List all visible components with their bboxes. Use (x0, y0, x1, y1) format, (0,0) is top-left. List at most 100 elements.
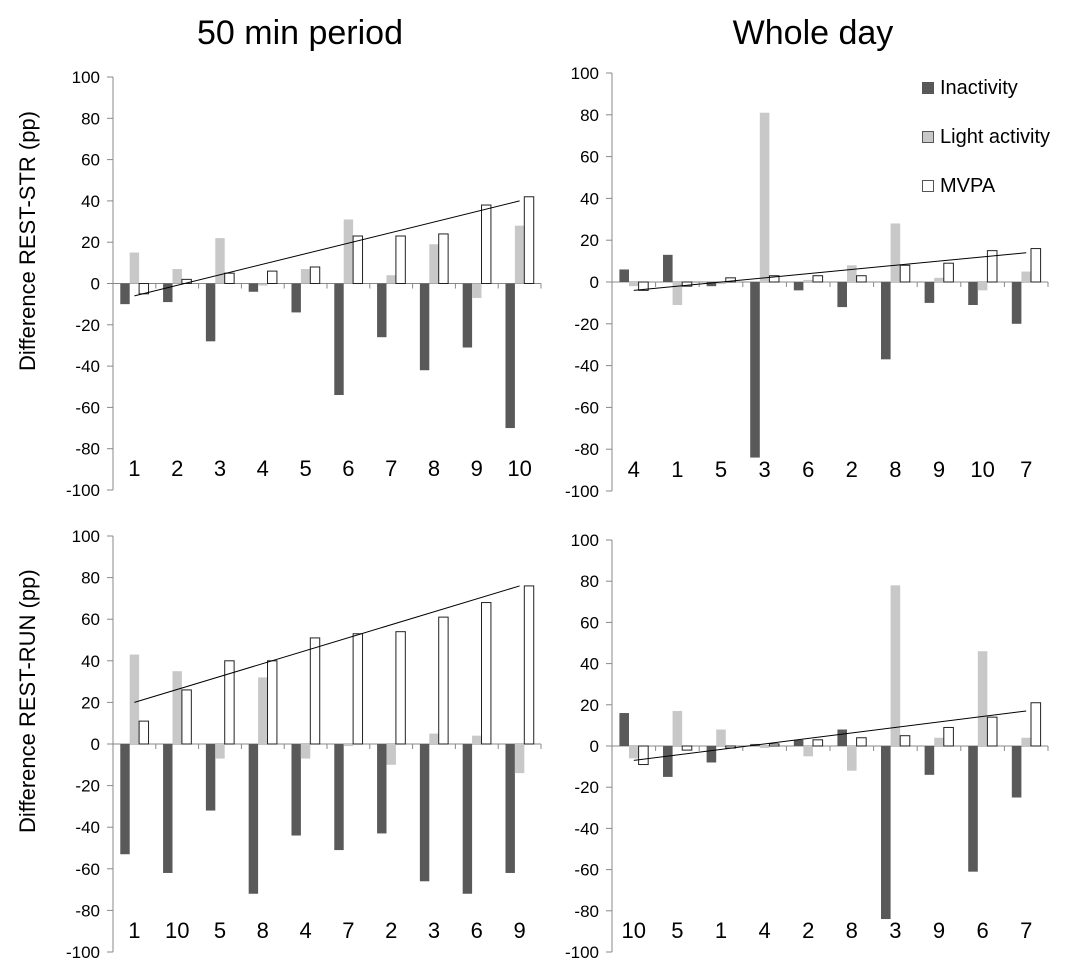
top-left-bar-inactivity (419, 283, 430, 371)
top-right-y-tick-label: -80 (574, 440, 599, 459)
bottom-left-bar-inactivity (334, 744, 344, 851)
bottom-right-category-label: 6 (976, 918, 988, 943)
bottom-left-bar-inactivity (291, 744, 301, 836)
bottom-right-y-tick-label: 60 (580, 613, 599, 632)
bottom-left-category-label: 5 (214, 918, 226, 943)
top-right-bar-light-activity (847, 265, 857, 282)
top-left-bar-mvpa (523, 196, 535, 285)
top-right-bar-mvpa (899, 264, 911, 283)
bottom-right-bar-inactivity (663, 746, 673, 777)
bottom-left-bar-mvpa (523, 585, 535, 745)
bottom-left-y-tick-label: -60 (75, 860, 100, 879)
bottom-left-bar-inactivity (505, 744, 515, 873)
legend-label-mvpa: MVPA (940, 174, 996, 197)
bottom-left-y-tick-label: 40 (81, 652, 100, 671)
top-right-bar-mvpa (681, 281, 693, 287)
top-left-category-label: 7 (385, 456, 397, 481)
legend-item-inactivity: Inactivity (922, 76, 1050, 100)
top-right-category-label: 4 (628, 457, 640, 482)
top-right-category-label: 5 (715, 457, 727, 482)
top-left-bar-light-activity (258, 283, 268, 286)
top-left-y-tick-label: 80 (81, 109, 100, 128)
bottom-left-trendline (134, 585, 520, 703)
top-right-y-tick-label: -100 (565, 482, 599, 501)
top-right-category-label: 1 (671, 457, 683, 482)
top-right-bar-inactivity (837, 282, 847, 308)
bottom-right-bar-light-activity (934, 737, 944, 746)
top-right-bar-inactivity (793, 282, 804, 291)
top-right-y-tick-label: 100 (571, 64, 599, 83)
bottom-right-bar-inactivity (619, 713, 629, 746)
bottom-left-bar-mvpa (138, 720, 150, 745)
top-left-bar-light-activity (343, 219, 354, 284)
top-right-category-label: 9 (933, 457, 945, 482)
top-left-bar-inactivity (377, 283, 387, 338)
bottom-right-trendline (633, 710, 1027, 761)
bottom-right-bar-light-activity (629, 746, 639, 759)
bottom-right-bar-inactivity (706, 746, 717, 763)
column-title-whole-day: Whole day (732, 14, 894, 52)
top-left-category-label: 5 (299, 456, 311, 481)
legend-swatch-mvpa (922, 180, 934, 192)
bottom-left-bar-mvpa (224, 660, 235, 745)
bottom-right-bar-light-activity (977, 651, 988, 746)
top-left-bar-light-activity (514, 225, 525, 284)
bottom-right-y-tick-label: 20 (580, 696, 599, 715)
top-left-y-tick-label: 0 (91, 275, 100, 294)
bottom-left-bar-inactivity (462, 744, 473, 894)
top-left-bar-mvpa (481, 204, 492, 284)
top-right-bar-mvpa (1030, 248, 1042, 283)
bottom-right-bar-mvpa (986, 716, 998, 747)
bottom-left-category-label: 6 (471, 918, 483, 943)
top-right-y-tick-label: 60 (580, 148, 599, 167)
top-right-y-tick-label: -20 (574, 315, 599, 334)
legend-label-light-activity: Light activity (940, 125, 1051, 148)
bottom-right-category-label: 2 (802, 918, 814, 943)
bottom-left-y-tick-label: -20 (75, 777, 100, 796)
bottom-left-bar-mvpa (267, 660, 278, 745)
top-right-bar-light-activity (629, 282, 639, 287)
top-left-y-tick-label: 40 (81, 192, 100, 211)
bottom-right-category-label: 8 (846, 918, 858, 943)
top-left-bar-light-activity (215, 238, 225, 284)
top-left-bar-inactivity (163, 283, 173, 303)
bottom-right-bar-light-activity (672, 710, 683, 746)
top-left-bar-inactivity (505, 283, 515, 429)
top-left-bar-mvpa (352, 235, 364, 284)
top-left-bar-inactivity (120, 283, 130, 305)
bottom-right-category-label: 9 (933, 918, 945, 943)
top-right-bar-light-activity (803, 279, 813, 282)
bottom-right-category-label: 1 (715, 918, 727, 943)
bottom-left-bar-mvpa (438, 616, 449, 745)
top-right-category-label: 3 (758, 457, 770, 482)
top-left-bar-light-activity (386, 275, 396, 284)
bottom-right-y-tick-label: -100 (565, 943, 599, 962)
bottom-left-category-label: 10 (165, 918, 189, 943)
top-right-trendline (633, 252, 1027, 291)
legend-label-inactivity: Inactivity (940, 76, 1018, 99)
bottom-right-bar-inactivity (881, 746, 891, 920)
top-right-bar-light-activity (716, 282, 726, 285)
top-left-bar-light-activity (472, 283, 482, 298)
bottom-left-category-label: 9 (513, 918, 525, 943)
bottom-left-bar-light-activity (472, 735, 482, 744)
bottom-right-bar-inactivity (924, 746, 935, 775)
top-left-category-label: 1 (128, 456, 140, 481)
bottom-left-y-tick-label: 100 (72, 527, 100, 546)
bottom-right-y-tick-label: -20 (574, 778, 599, 797)
bottom-left-bar-light-activity (429, 733, 439, 744)
top-right-bar-inactivity (750, 282, 760, 458)
bottom-right-bar-light-activity (1021, 737, 1031, 746)
top-right-y-tick-label: 20 (580, 231, 599, 250)
top-left-y-tick-label: -60 (75, 398, 100, 417)
top-right-bar-mvpa (812, 275, 824, 283)
bottom-left-y-tick-label: 60 (81, 610, 100, 629)
top-right-category-label: 2 (846, 457, 858, 482)
top-left-category-label: 6 (342, 456, 354, 481)
bottom-right-bar-mvpa (812, 739, 824, 747)
bottom-left-bar-inactivity (377, 744, 387, 834)
bottom-right-bar-mvpa (1030, 702, 1042, 747)
top-left-category-label: 3 (214, 456, 226, 481)
bottom-left-bar-inactivity (120, 744, 130, 855)
